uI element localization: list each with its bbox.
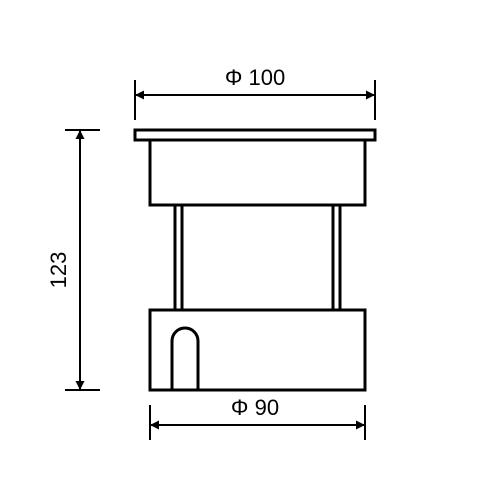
dim-left-label: 123 [46,252,71,289]
technical-drawing: Φ 100 Φ 90 123 [0,0,500,500]
dim-top-label: Φ 100 [225,65,285,90]
dim-bottom-label: Φ 90 [231,395,279,420]
